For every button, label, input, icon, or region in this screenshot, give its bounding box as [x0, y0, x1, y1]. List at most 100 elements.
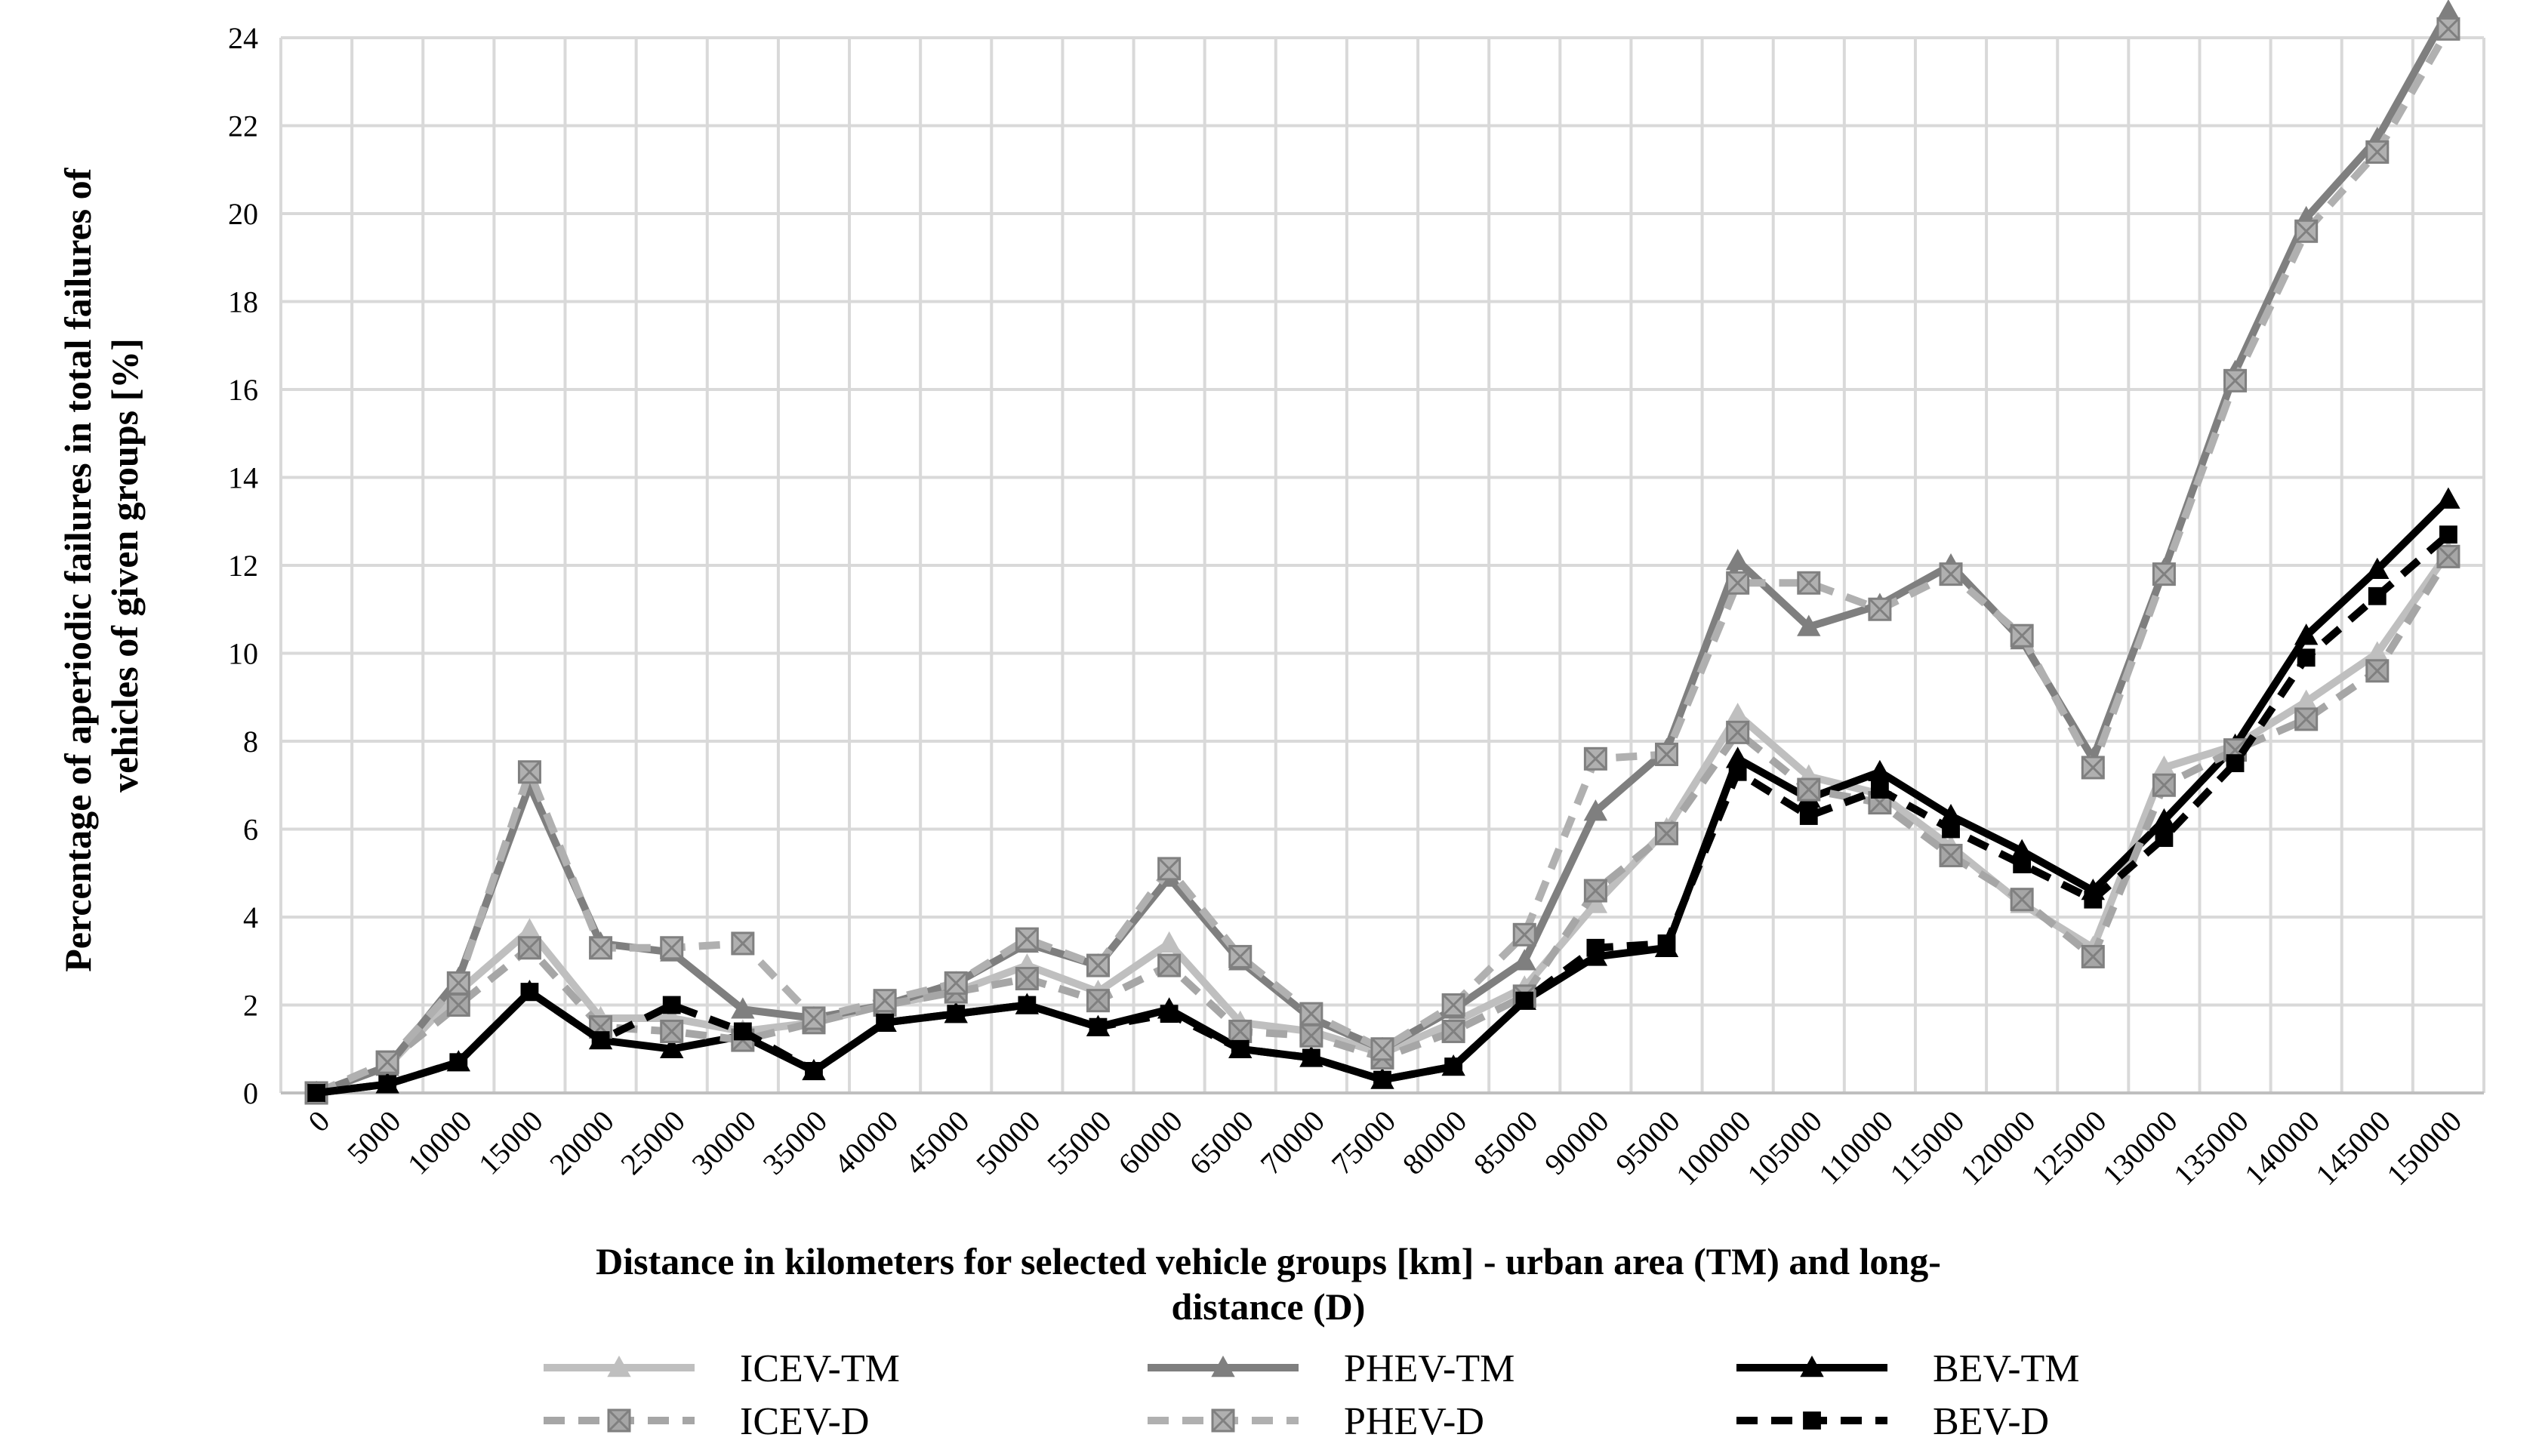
y-tick-label: 24	[228, 21, 258, 55]
data-point	[2365, 659, 2390, 683]
data-point	[1228, 944, 1253, 968]
data-point	[1868, 597, 1892, 621]
data-point	[1441, 1019, 1465, 1043]
data-point	[2436, 17, 2460, 41]
legend-item-bev-tm: BEV-TM	[1736, 1347, 2080, 1390]
data-point	[731, 931, 755, 956]
legend-label: PHEV-D	[1344, 1400, 1484, 1443]
legend-label: PHEV-TM	[1344, 1347, 1514, 1390]
data-point	[660, 1019, 684, 1043]
data-point	[2368, 586, 2386, 605]
y-tick-label: 10	[228, 637, 258, 671]
data-point	[2152, 562, 2176, 586]
x-tick-label: 140000	[2238, 1104, 2326, 1192]
series-phev-tm	[304, 0, 2460, 1103]
y-tick-label: 20	[228, 197, 258, 231]
data-point	[733, 1022, 752, 1041]
legend: ICEV-TM PHEV-TM BEV-TM ICEV-D PHEV-D BEV-D	[544, 1347, 2080, 1443]
data-point	[1157, 931, 1182, 953]
data-point	[2223, 368, 2248, 392]
x-tick-label: 130000	[2096, 1104, 2184, 1192]
data-point	[307, 1084, 325, 1102]
data-point	[1302, 1048, 1320, 1067]
data-point	[446, 971, 470, 995]
data-point	[1583, 746, 1607, 771]
data-point	[2226, 754, 2245, 773]
data-point	[1797, 777, 1821, 802]
data-point	[1657, 934, 1676, 953]
data-point	[731, 997, 755, 1019]
x-tick-label: 110000	[1812, 1104, 1900, 1191]
x-tick-label: 115000	[1884, 1104, 1971, 1191]
y-tick-label: 8	[243, 725, 258, 759]
x-tick-label: 60000	[1111, 1104, 1189, 1181]
x-tick-label: 45000	[898, 1104, 976, 1181]
y-axis-title-line-1: Percentage of aperiodic failures in tota…	[57, 167, 99, 971]
x-tick-label: 75000	[1325, 1104, 1403, 1181]
data-point	[802, 1006, 826, 1030]
data-point	[2365, 140, 2390, 164]
x-tick-label: 100000	[1669, 1104, 1758, 1192]
legend-marker	[607, 1408, 631, 1433]
x-tick-label: 135000	[2167, 1104, 2255, 1192]
data-point	[1583, 799, 1608, 821]
data-point	[1728, 762, 1747, 781]
y-axis-title-line-2: vehicles of given groups [%]	[103, 338, 146, 793]
data-point	[1797, 571, 1821, 595]
data-point	[1441, 993, 1465, 1017]
y-axis-title: Percentage of aperiodic failures in tota…	[57, 159, 146, 972]
data-point	[1868, 759, 1892, 781]
x-tick-label: 35000	[756, 1104, 834, 1181]
data-point	[2081, 944, 2105, 968]
x-tick-label: 0	[301, 1104, 336, 1138]
legend-marker	[607, 1355, 631, 1378]
data-point	[1015, 927, 1039, 951]
data-point	[1086, 989, 1110, 1013]
legend-item-icev-d: ICEV-D	[544, 1400, 869, 1443]
x-tick-label: 70000	[1254, 1104, 1332, 1181]
y-tick-label: 6	[243, 813, 258, 847]
data-point	[1939, 562, 1963, 586]
data-point	[662, 996, 681, 1014]
data-point	[2081, 756, 2105, 780]
legend-marker	[1800, 1355, 1824, 1378]
x-axis-title-line-1: Distance in kilometers for selected vehi…	[596, 1240, 1941, 1282]
data-point	[378, 1075, 397, 1094]
data-point	[1299, 1024, 1323, 1048]
data-point	[517, 760, 541, 784]
data-point	[873, 989, 897, 1013]
x-tick-label: 25000	[614, 1104, 692, 1181]
data-point	[1515, 991, 1534, 1010]
data-point	[1370, 1037, 1394, 1061]
data-point	[1939, 843, 1963, 867]
data-point	[1086, 953, 1110, 977]
series-bev-d	[307, 525, 2457, 1102]
legend-label: BEV-TM	[1933, 1347, 2080, 1390]
y-tick-label: 2	[243, 989, 258, 1023]
gridlines	[279, 36, 2485, 1094]
data-series	[304, 0, 2460, 1105]
data-point	[517, 918, 542, 940]
data-point	[2294, 707, 2319, 731]
data-point	[589, 936, 613, 960]
data-point	[1655, 821, 1679, 845]
data-point	[1228, 1019, 1253, 1043]
legend-label: ICEV-D	[740, 1400, 869, 1443]
data-point	[876, 1013, 894, 1032]
x-axis-title-line-2: distance (D)	[1172, 1285, 1366, 1328]
data-point	[2084, 890, 2103, 909]
data-point	[1160, 1005, 1179, 1024]
legend-marker	[1803, 1411, 1821, 1430]
data-point	[2439, 525, 2457, 544]
legend-marker	[1211, 1355, 1235, 1378]
legend-label: ICEV-TM	[740, 1347, 900, 1390]
data-point	[1444, 1057, 1463, 1076]
series-icev-tm	[304, 540, 2460, 1103]
x-tick-label: 50000	[969, 1104, 1047, 1181]
data-point	[520, 983, 539, 1001]
x-tick-label: 5000	[340, 1104, 407, 1170]
data-point	[1157, 857, 1182, 881]
data-point	[1512, 949, 1536, 971]
x-tick-label: 85000	[1467, 1104, 1545, 1181]
